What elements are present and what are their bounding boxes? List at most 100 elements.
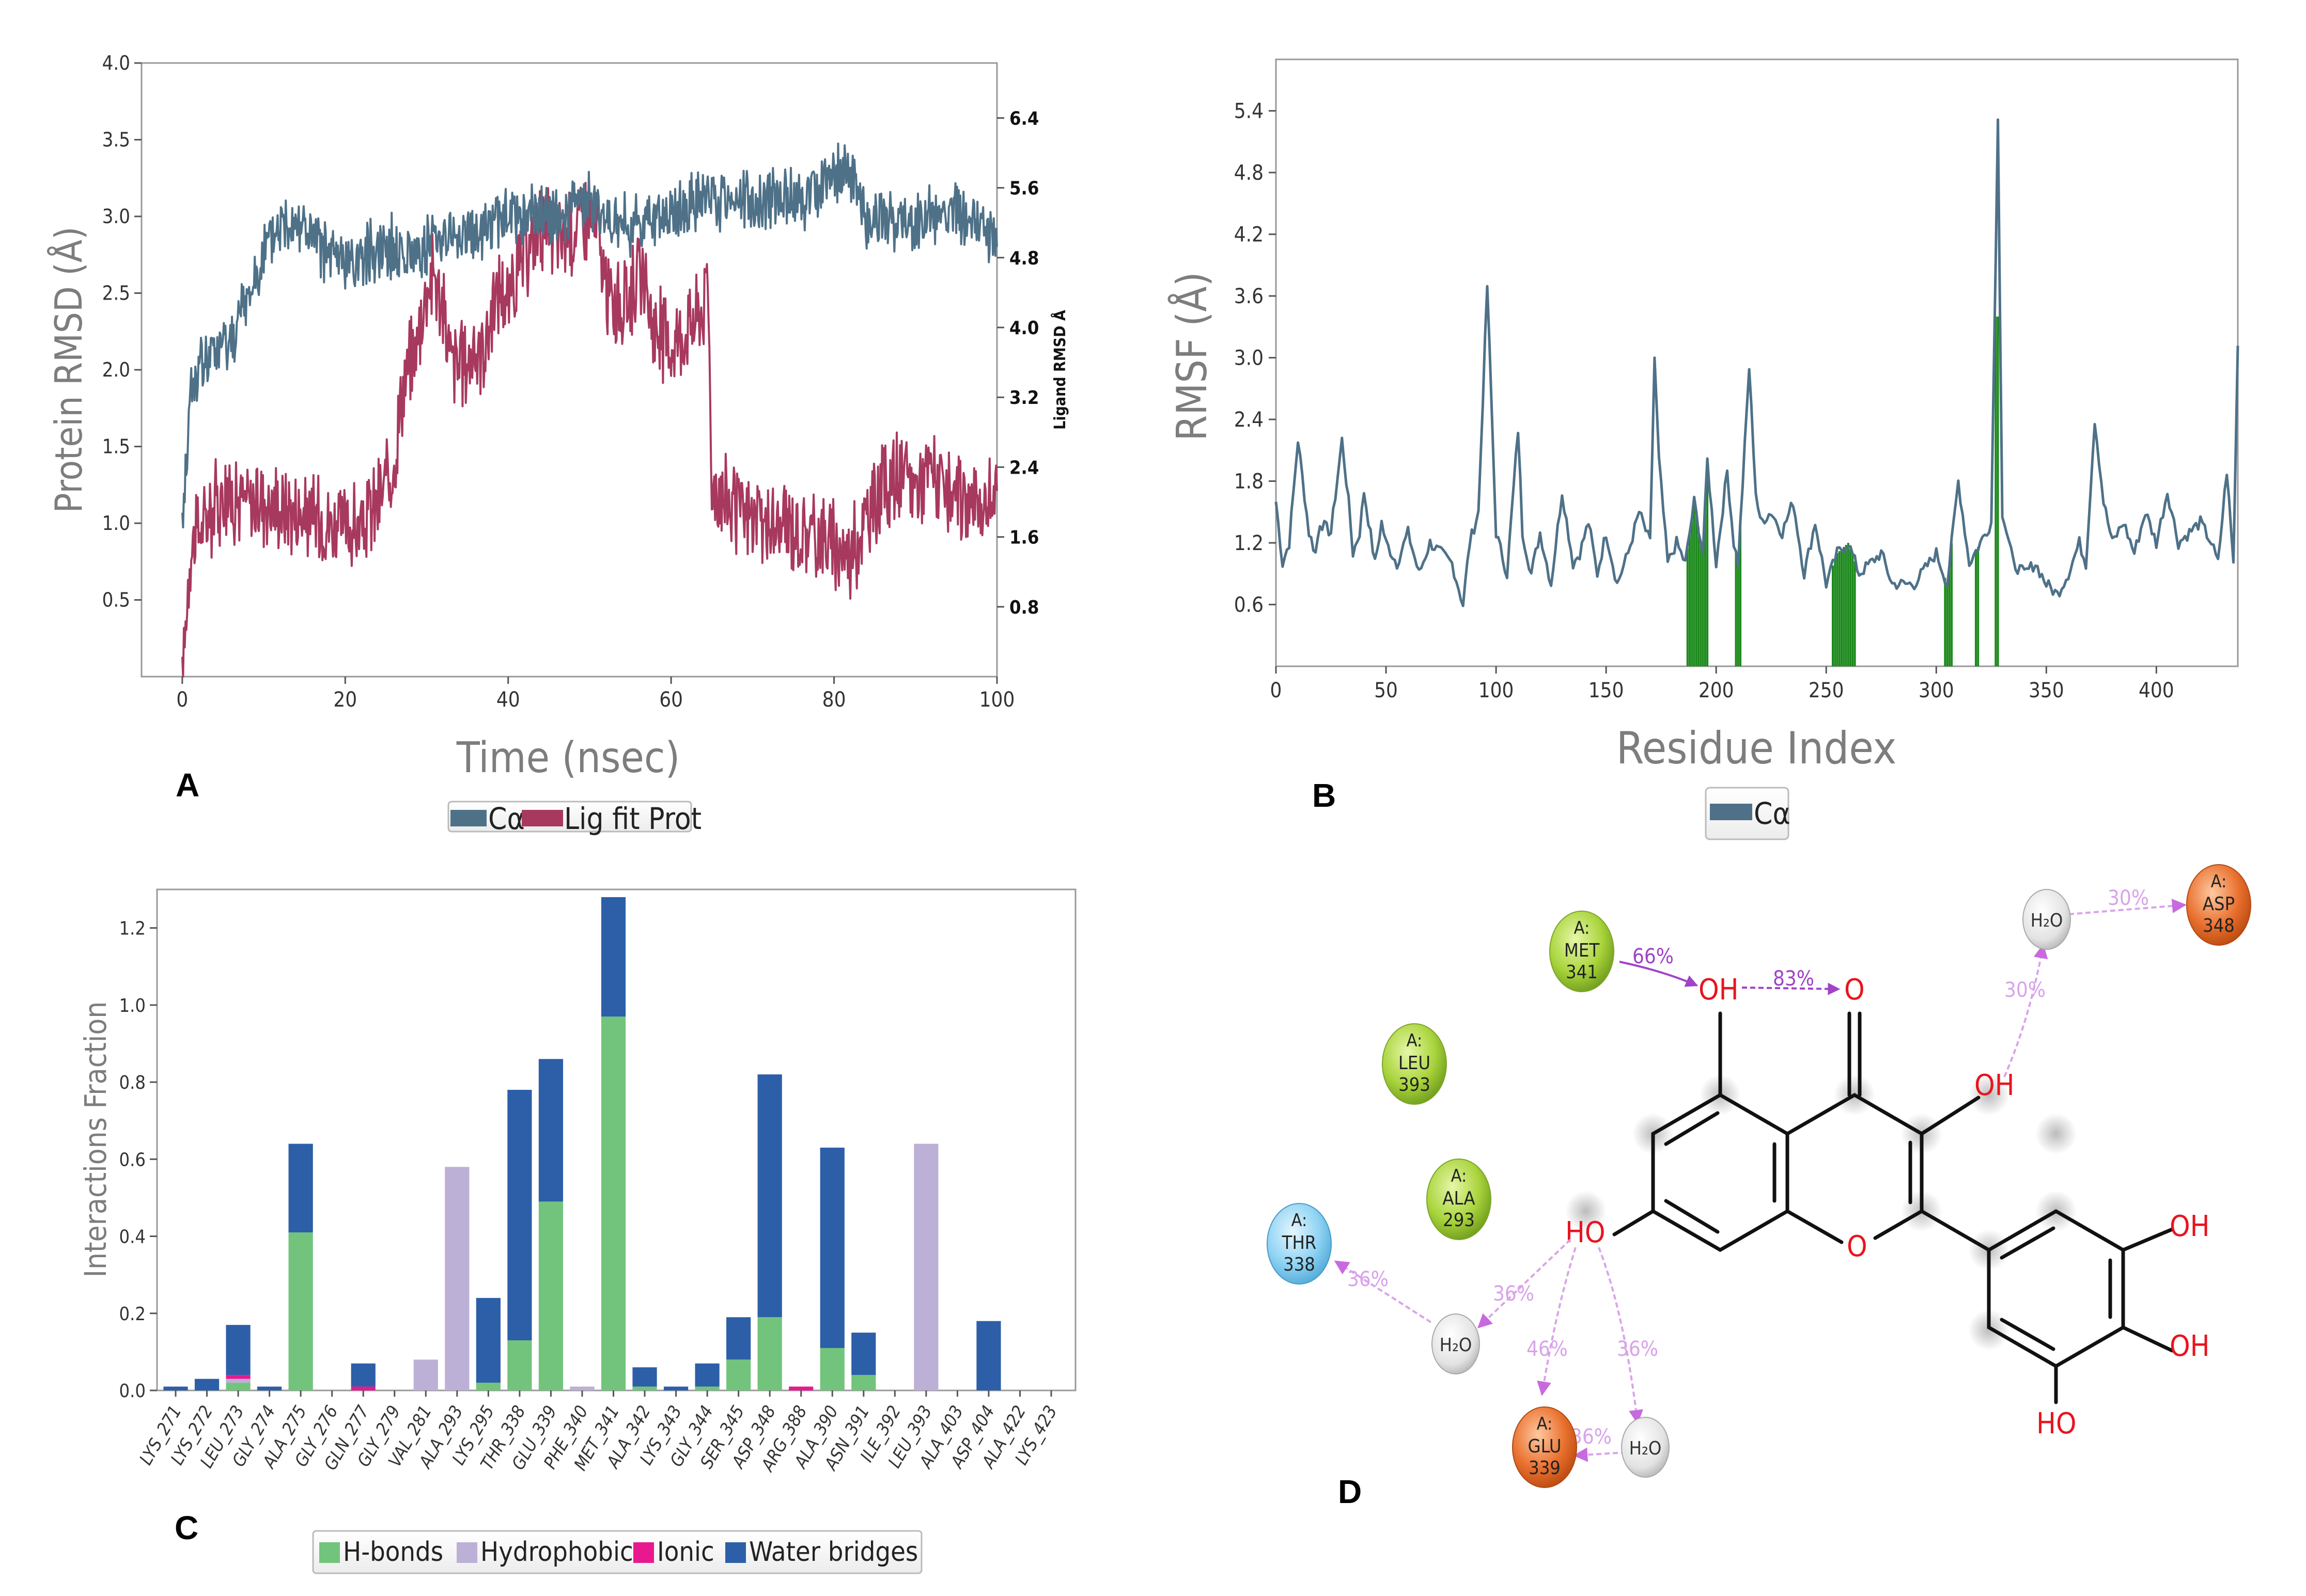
residue-ala293-chain: A: xyxy=(1451,1166,1467,1186)
residue-ala293-name: ALA xyxy=(1442,1188,1475,1209)
water-w2: H₂O xyxy=(1431,1313,1480,1374)
panel-a-left-y-tick-label: 3.0 xyxy=(102,205,130,228)
panel-c-bar-segment xyxy=(851,1333,876,1375)
panel-b-y-tick-label: 4.2 xyxy=(1234,223,1264,247)
pct-ho-glu339: 46% xyxy=(1526,1337,1568,1361)
panel-c-legend-swatch-water-bridges xyxy=(725,1542,746,1563)
pct-ho-w3: 36% xyxy=(1617,1337,1658,1361)
panel-c-bar-segment xyxy=(726,1317,751,1360)
panel-a-left-y-tick-label: 4.0 xyxy=(102,52,130,74)
ring-c xyxy=(1785,1092,1924,1240)
arrow-w2-thr338 xyxy=(1334,1260,1432,1323)
panel-a-letter: A xyxy=(176,766,199,804)
pct-w1-asp348: 30% xyxy=(2108,886,2149,910)
residue-asp348-name: ASP xyxy=(2203,894,2235,915)
panel-b-x-tick-label: 100 xyxy=(1478,679,1514,702)
panel-a-x-ticks: 0 20 40 60 80 100 xyxy=(176,677,1015,712)
panel-d-letter: D xyxy=(1338,1473,1362,1510)
panel-c-bar-segment xyxy=(757,1074,782,1318)
panel-a-right-y-tick-label: 1.6 xyxy=(1009,527,1039,549)
panel-b-x-tick-label: 250 xyxy=(1809,679,1844,702)
panel-c-y-ticks: 0.0 0.2 0.4 0.6 0.8 1.0 1.2 xyxy=(119,918,157,1402)
panel-a-x-tick-label: 20 xyxy=(333,688,357,712)
arrow-met341-oh xyxy=(1619,961,1699,987)
panel-c-bar-segment xyxy=(726,1359,751,1390)
ring-b-oh2-bond xyxy=(2121,1325,2174,1353)
panel-b-y-tick-label: 3.6 xyxy=(1234,285,1264,308)
panel-c-bar-segment xyxy=(538,1059,564,1202)
pct-ho-w2: 36% xyxy=(1493,1282,1534,1306)
panel-c-y-tick-label: 0.2 xyxy=(119,1304,146,1325)
arrow-ho-w3 xyxy=(1598,1247,1643,1425)
panel-c-bar-segment xyxy=(226,1379,251,1383)
water-w1-label: H₂O xyxy=(2031,910,2063,931)
panel-c-y-tick-label: 1.2 xyxy=(119,918,146,940)
pct-w3-glu339: 36% xyxy=(1570,1425,1612,1449)
panel-b-y-tick-label: 5.4 xyxy=(1234,100,1264,123)
panel-b-x-tick-label: 400 xyxy=(2139,679,2174,702)
panel-c-bar-segment xyxy=(351,1386,376,1390)
ligand-skeleton xyxy=(1612,1011,2174,1404)
atom-label-oh-c3: OH xyxy=(1974,1069,2015,1102)
panel-a-legend-swatch-calpha xyxy=(450,810,487,826)
residue-thr338: A: THR 338 xyxy=(1267,1203,1332,1285)
panel-c-y-tick-label: 0.8 xyxy=(119,1072,146,1093)
residue-glu339: A: GLU 339 xyxy=(1512,1406,1577,1488)
pct-oh-o: 83% xyxy=(1773,967,1814,991)
residue-met341-name: MET xyxy=(1564,940,1599,961)
panel-a-left-y-tick-label: 1.5 xyxy=(102,435,130,458)
panel-c-legend-swatch-hbonds xyxy=(319,1542,340,1563)
panel-b-x-tick-label: 200 xyxy=(1699,679,1734,702)
ligand-atom-labels: OH O OH HO O OH OH HO xyxy=(1565,973,2210,1441)
residue-thr338-name: THR xyxy=(1282,1232,1317,1254)
panel-c-legend-label-hbonds: H-bonds xyxy=(343,1537,443,1568)
biaryl-bond xyxy=(1920,1209,1991,1252)
panel-a-x-tick-label: 40 xyxy=(496,688,520,712)
panel-c-bar-segment xyxy=(351,1363,376,1387)
residue-thr338-num: 338 xyxy=(1283,1254,1315,1275)
water-w1: H₂O xyxy=(2022,889,2071,950)
panel-c-bar-segment xyxy=(632,1386,657,1390)
panel-b-x-tick-label: 50 xyxy=(1374,679,1398,702)
residue-leu393-chain: A: xyxy=(1407,1030,1423,1051)
panel-a-x-tick-label: 0 xyxy=(176,688,188,712)
panel-b-rmsf-chart: 0.6 1.2 1.8 2.4 3.0 3.6 4.2 4.8 5.4 0 50 100 150 200… xyxy=(1167,58,2239,840)
panel-c-bar-segment xyxy=(445,1167,470,1390)
panel-a-left-y-tick-label: 2.0 xyxy=(102,358,130,381)
panel-a-legend-swatch-ligand xyxy=(522,810,563,826)
panel-a-right-y-tick-label: 6.4 xyxy=(1009,108,1039,129)
residue-leu393: A: LEU 393 xyxy=(1382,1023,1447,1105)
residue-met341: A: MET 341 xyxy=(1549,911,1614,992)
residue-thr338-chain: A: xyxy=(1291,1210,1307,1231)
water-w3-label: H₂O xyxy=(1629,1438,1662,1459)
panel-a-ligand-rmsd-line xyxy=(181,182,998,678)
panel-a-right-y-ticks: 0.8 1.6 2.4 3.2 4.0 4.8 5.6 6.4 xyxy=(997,108,1039,618)
panel-c-bar-segment xyxy=(476,1383,501,1390)
panel-c-letter: C xyxy=(175,1509,198,1546)
panel-b-x-tick-label: 300 xyxy=(1919,679,1954,702)
panel-a-rmsd-chart: 0.5 1.0 1.5 2.0 2.5 3.0 3.5 4.0 0.8 1.6 2.4 3.2 4.0… xyxy=(47,52,1069,836)
panel-c-bar-segment xyxy=(601,1016,626,1390)
arrow-w3-glu339 xyxy=(1573,1447,1627,1462)
panel-a-x-tick-label: 100 xyxy=(979,688,1015,712)
panel-a-legend-label-ligand: Lig fit Prot xyxy=(564,801,702,836)
ring-a-double-1 xyxy=(1664,1111,1720,1146)
panel-b-y-tick-label: 4.8 xyxy=(1234,161,1264,185)
panel-b-letter: B xyxy=(1312,777,1336,814)
panel-c-bar-segment xyxy=(820,1147,845,1348)
panel-d-ligand-interaction-diagram: OH O OH HO O OH OH HO 66% 83% 30% 30% xyxy=(1267,864,2251,1510)
ring-b-oh1-bond xyxy=(2121,1227,2174,1252)
arrow-w1-asp348 xyxy=(2068,899,2187,915)
residue-asp348-chain: A: xyxy=(2211,871,2227,892)
panel-c-bar-segment xyxy=(163,1386,188,1390)
panel-a-y-axis-title: Protein RMSD (Å) xyxy=(47,227,90,513)
c3-oh-bond xyxy=(1920,1096,1981,1136)
panel-c-bar-segment xyxy=(851,1375,876,1390)
panel-c-bar-segment xyxy=(976,1321,1001,1390)
panel-a-plot-frame xyxy=(141,62,998,678)
panel-b-y-tick-label: 1.2 xyxy=(1234,531,1264,555)
atom-label-oh-b1: OH xyxy=(2170,1210,2210,1243)
residue-ala293-num: 293 xyxy=(1443,1210,1475,1231)
panel-b-x-tick-label: 150 xyxy=(1588,679,1624,702)
interaction-arrows xyxy=(1334,899,2187,1462)
